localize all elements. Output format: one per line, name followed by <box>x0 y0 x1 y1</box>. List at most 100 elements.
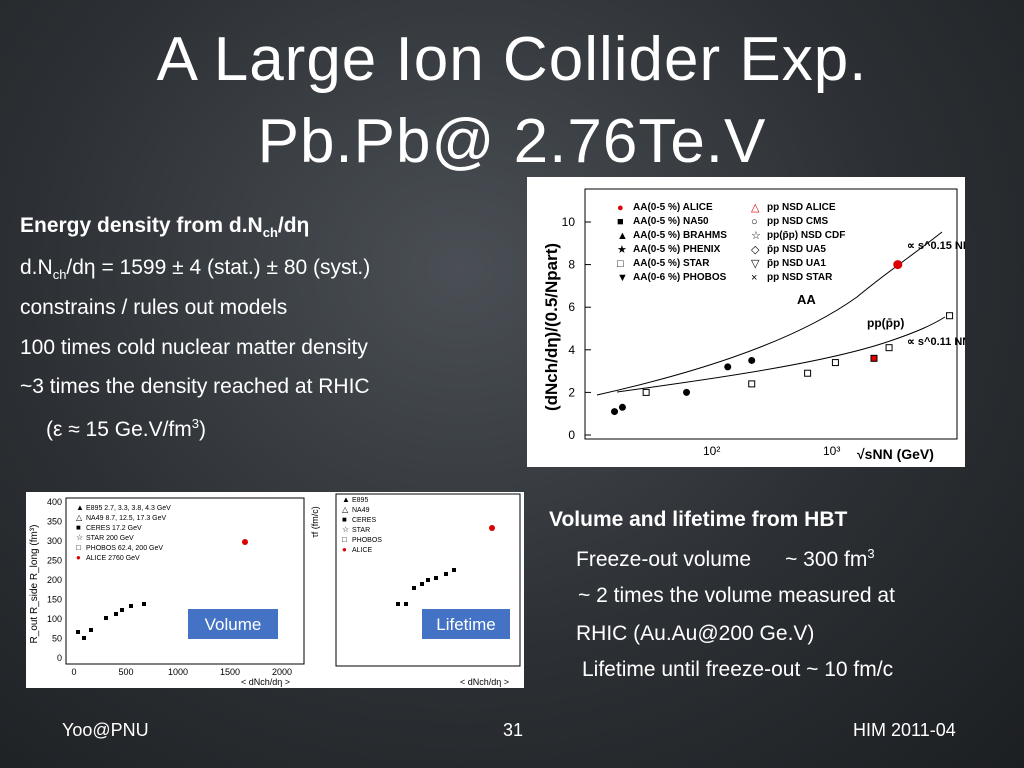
legend-marker: × <box>751 272 757 284</box>
legend-marker: ▲ <box>342 495 350 504</box>
aa-data-point <box>893 260 903 270</box>
lifetime-data-point <box>404 602 408 606</box>
legend-entry: pp NSD STAR <box>767 272 833 283</box>
x-tick-label: 500 <box>118 667 133 677</box>
y-tick-label: 4 <box>568 343 575 357</box>
multiplicity-chart: 0 2 4 6 8 10 (dNch/dη)/(0.5/Npart) 10² 10³ √s… <box>527 177 971 467</box>
legend-entry: STAR <box>352 527 370 534</box>
lifetime-data-point <box>452 568 456 572</box>
y-tick-label: 6 <box>568 300 575 314</box>
volume-data-point <box>89 628 93 632</box>
pp-data-point <box>748 380 756 388</box>
legend-entry: E895 <box>352 497 368 504</box>
footer-author: Yoo@PNU <box>62 720 149 740</box>
lifetime-data-point <box>426 578 430 582</box>
lifetime-badge-box <box>422 609 510 639</box>
volume-chart: 0 50 100 150 200 250 300 350 400 0 500 1000 1500 200… <box>26 492 310 688</box>
y-tick-label: 350 <box>47 517 62 527</box>
lifetime-chart-svg: τf (fm/c) < dNch/dη > ▲ E895△ NA49 ■ CERES☆ S… <box>310 493 521 687</box>
legend-marker: ● <box>342 545 347 554</box>
legend-marker: ● <box>76 553 81 562</box>
legend-entry: E895 2.7, 3.3, 3.8, 4.3 GeV <box>86 505 171 512</box>
pp-data-point <box>870 354 878 362</box>
pp-data-point <box>946 312 954 320</box>
y-tick-label: 50 <box>52 634 62 644</box>
pp-fit-annotation: ∝ s^0.11 NN <box>907 336 965 348</box>
volume-data-point <box>129 604 133 608</box>
legend-marker: ▽ <box>751 258 760 270</box>
multiplicity-chart-xlabel: √sNN (GeV) <box>857 446 934 462</box>
legend-entry: p̄p NSD UA5 <box>767 244 826 255</box>
legend-entry: CERES 17.2 GeV <box>86 525 142 532</box>
aa-data-point <box>748 356 756 364</box>
volume-data-point <box>82 636 86 640</box>
legend-marker: ☆ <box>342 525 349 534</box>
legend-entry: NA49 <box>352 507 370 514</box>
legend-entry: pp NSD CMS <box>767 216 828 227</box>
footer-event: HIM 2011-04 <box>853 720 956 740</box>
legend-entry: pp(p̄p) NSD CDF <box>767 230 845 241</box>
x-tick-label: 2000 <box>272 667 292 677</box>
legend-entry: STAR 200 GeV <box>86 535 134 542</box>
multiplicity-measurement: d.Nch/dη = 1599 ± 4 (stat.) ± 80 (syst.) <box>20 256 371 283</box>
legend-entry: ALICE 2760 GeV <box>86 555 140 562</box>
pp-data-point <box>642 388 650 396</box>
legend-marker: □ <box>76 543 81 552</box>
legend-marker: ▲ <box>76 503 84 512</box>
pp-data-point <box>804 369 812 377</box>
legend-marker: □ <box>342 535 347 544</box>
legend-marker: ■ <box>76 523 81 532</box>
x-tick-label: 1500 <box>220 667 240 677</box>
legend-marker: ▼ <box>617 272 628 284</box>
legend-marker: ☆ <box>76 533 83 542</box>
lifetime-chart-xlabel: < dNch/dη > <box>460 677 509 687</box>
aa-label: AA <box>797 292 816 307</box>
legend-entry: AA(0-5 %) PHENIX <box>633 244 721 255</box>
lifetime-chart-ylabel: τf (fm/c) <box>310 506 320 538</box>
y-tick-label: 0 <box>568 428 575 442</box>
aa-data-point <box>683 388 691 396</box>
lifetime-text: Lifetime until freeze-out ~ 10 fm/c <box>582 658 894 681</box>
x-tick-label: 10³ <box>823 444 840 458</box>
volume-data-point <box>104 616 108 620</box>
legend-marker: △ <box>76 513 83 522</box>
lifetime-alice-point <box>489 525 495 531</box>
volume-alice-point <box>242 539 248 545</box>
footer-page-number: 31 <box>503 720 524 740</box>
y-tick-label: 8 <box>568 258 575 272</box>
aa-fit-annotation: ∝ s^0.15 NN <box>907 240 965 252</box>
slide-title-line2: Pb.Pb@ 2.76Te.V <box>257 107 767 176</box>
lifetime-chart: τf (fm/c) < dNch/dη > ▲ E895 △ NA49 ■ CERES ☆ S… <box>310 492 524 688</box>
lifetime-data-point <box>434 576 438 580</box>
legend-marker: □ <box>617 258 624 270</box>
cold-matter-text: 100 times cold nuclear matter density <box>20 336 368 359</box>
volume-data-point <box>142 602 146 606</box>
legend-marker: △ <box>751 202 760 214</box>
volume-chart-svg: 0 50 100 150 200 250 300 350 400 0 500 1000 1500 200… <box>29 497 305 687</box>
lifetime-data-point <box>444 572 448 576</box>
legend-marker: ☆ <box>751 230 761 242</box>
y-tick-label: 150 <box>47 595 62 605</box>
legend-marker: △ <box>342 505 349 514</box>
legend-marker: ◇ <box>751 244 760 256</box>
y-tick-label: 250 <box>47 556 62 566</box>
legend-marker: ○ <box>751 216 758 228</box>
volume-data-point <box>120 608 124 612</box>
aa-data-point <box>724 363 732 371</box>
energy-density-heading: Energy density from d.Nch/dη <box>20 214 310 241</box>
volume-chart-xlabel: < dNch/dη > <box>241 677 290 687</box>
legend-marker: ● <box>617 202 624 214</box>
freeze-out-volume: Freeze-out volume ~ 300 fm3 <box>576 546 875 571</box>
volume-chart-ylabel: R_out R_side R_long (fm³) <box>29 525 40 644</box>
legend-entry: NA49 8.7, 12.5, 17.3 GeV <box>86 515 166 522</box>
legend-entry: pp NSD ALICE <box>767 202 836 213</box>
rhic-reference: RHIC (Au.Au@200 Ge.V) <box>576 622 815 645</box>
slide-title-line1: A Large Ion Collider Exp. <box>156 25 868 94</box>
x-tick-label: 0 <box>71 667 76 677</box>
legend-entry: AA(0-5 %) STAR <box>633 258 710 269</box>
y-tick-label: 300 <box>47 536 62 546</box>
legend-marker: ■ <box>617 216 624 228</box>
lifetime-data-point <box>396 602 400 606</box>
legend-marker: ▲ <box>617 230 628 242</box>
lifetime-data-point <box>412 586 416 590</box>
